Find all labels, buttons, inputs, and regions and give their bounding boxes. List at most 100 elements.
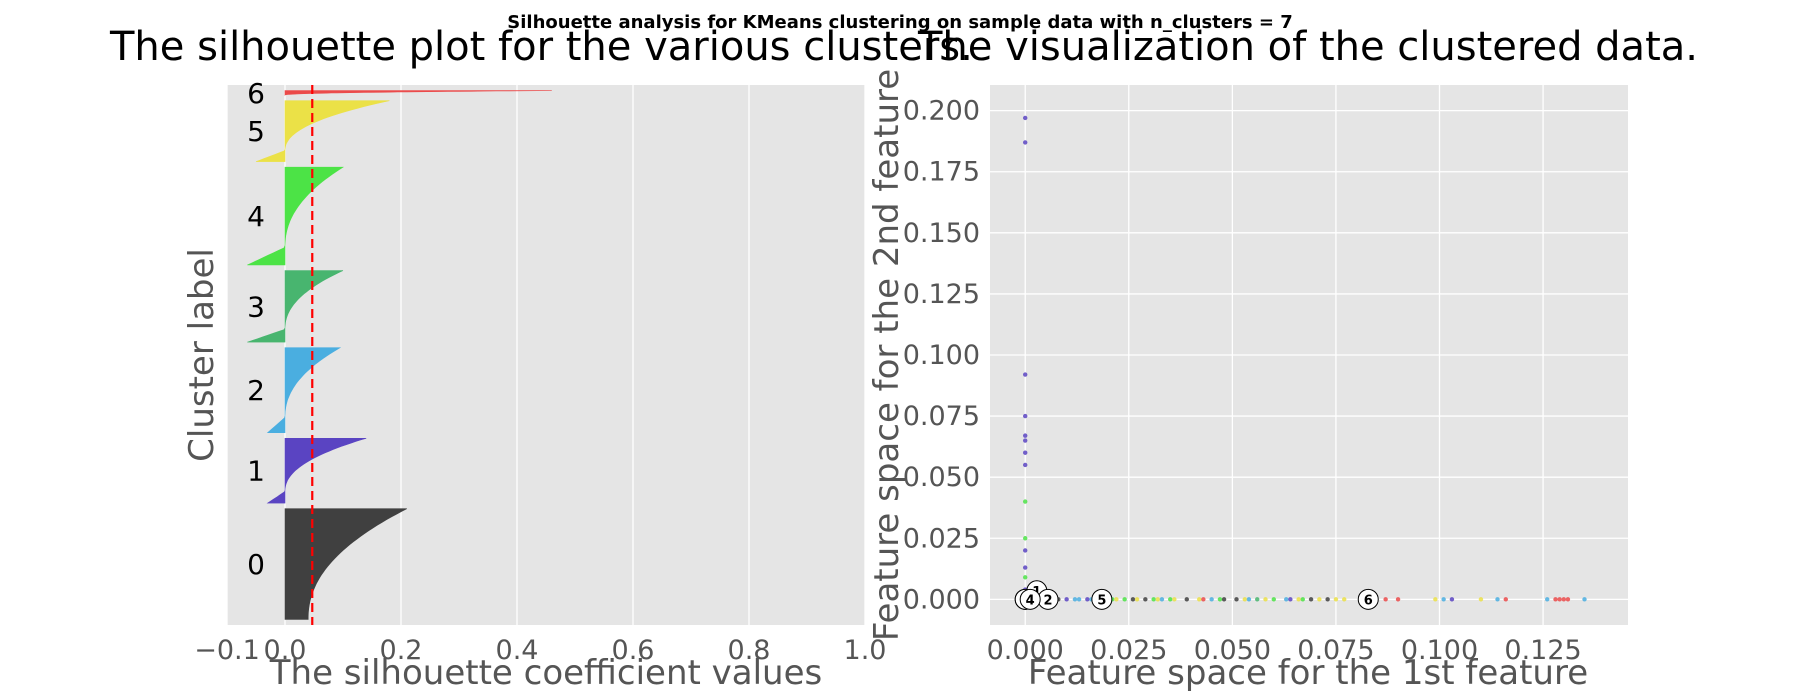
- scatter-point: [1130, 597, 1136, 602]
- scatter-point: [1023, 115, 1028, 121]
- scatter-point: [1184, 597, 1189, 602]
- scatter-point: [1023, 499, 1028, 504]
- scatter-x-tick-label: 0.100: [1401, 635, 1478, 666]
- scatter-point: [1234, 597, 1239, 602]
- scatter-y-axis-label: Feature space for the 2nd feature: [867, 69, 907, 641]
- scatter-point: [1023, 536, 1028, 541]
- silhouette-cluster-label: 2: [247, 374, 265, 407]
- scatter-point: [1441, 597, 1446, 602]
- scatter-point: [1553, 597, 1558, 602]
- scatter-point: [1064, 597, 1069, 602]
- scatter-y-tick-label: 0.100: [903, 340, 980, 371]
- scatter-point: [1433, 597, 1438, 602]
- silhouette-x-tick-label: 0.2: [380, 635, 423, 666]
- scatter-y-tick-label: 0.000: [903, 584, 980, 615]
- scatter-point: [1284, 597, 1289, 602]
- cluster-center-6: 6: [1357, 588, 1379, 610]
- cluster-center-label: 6: [1364, 593, 1373, 608]
- scatter-point: [1317, 597, 1322, 602]
- scatter-point: [1395, 597, 1401, 602]
- scatter-y-tick-label: 0.175: [903, 157, 980, 188]
- scatter-point: [1478, 597, 1484, 602]
- scatter-x-tick-label: 0.075: [1297, 635, 1374, 666]
- scatter-point: [1114, 597, 1119, 602]
- scatter-point: [1308, 597, 1314, 602]
- scatter-point: [1134, 597, 1140, 602]
- cluster-center-marker: [1091, 588, 1113, 610]
- silhouette-x-tick-label: 0.4: [496, 635, 539, 666]
- silhouette-cluster-5-area: [255, 100, 390, 162]
- scatter-x-tick-label: 0.125: [1504, 635, 1581, 666]
- scatter-point: [1545, 597, 1550, 602]
- silhouette-cluster-label: 1: [247, 455, 265, 488]
- scatter-points: [1023, 115, 1587, 602]
- scatter-point: [1263, 597, 1268, 602]
- cluster-center-4: 4: [1019, 588, 1041, 610]
- scatter-x-tick-label: 0.000: [987, 635, 1064, 666]
- scatter-point: [1023, 575, 1028, 580]
- scatter-point: [1023, 140, 1028, 145]
- silhouette-plot: 0 1 2 3 4 5 6 −0.1 0.0 0.2 0.4 0.6 0.8 1.0 The silho…: [109, 24, 973, 693]
- silhouette-x-tick-label: −0.1: [194, 635, 260, 666]
- scatter-point: [1255, 597, 1260, 602]
- cluster-center-label: 5: [1097, 593, 1106, 608]
- scatter-point: [1201, 597, 1206, 602]
- scatter-point: [1325, 597, 1330, 602]
- cluster-center-label: 4: [1026, 593, 1035, 608]
- scatter-point: [1197, 597, 1202, 602]
- scatter-point: [1085, 597, 1090, 602]
- scatter-point: [1168, 597, 1173, 602]
- scatter-point: [1565, 597, 1571, 602]
- scatter-plot-title: The visualization of the clustered data.: [917, 24, 1698, 70]
- silhouette-cluster-areas: [247, 90, 552, 620]
- cluster-center-2: 2: [1037, 588, 1059, 610]
- scatter-point: [1221, 597, 1227, 602]
- silhouette-x-tick-label: 0.0: [264, 635, 307, 666]
- scatter-point: [1023, 438, 1028, 443]
- scatter-point: [1300, 597, 1305, 602]
- silhouette-x-ticks: −0.1 0.0 0.2 0.4 0.6 0.8 1.0: [194, 635, 886, 666]
- scatter-point: [1209, 597, 1214, 602]
- scatter-point: [1495, 597, 1500, 602]
- scatter-point: [1023, 450, 1028, 455]
- scatter-point: [1023, 433, 1028, 438]
- silhouette-cluster-label: 6: [247, 77, 265, 110]
- silhouette-cluster-6-area: [284, 90, 552, 96]
- scatter-x-axis-label: Feature space for the 1st feature: [1028, 653, 1588, 693]
- scatter-y-tick-label: 0.050: [903, 462, 980, 493]
- silhouette-cluster-label: 5: [247, 115, 265, 148]
- silhouette-cluster-0-area: [284, 508, 407, 620]
- scatter-x-tick-label: 0.025: [1090, 635, 1167, 666]
- scatter-point: [1288, 597, 1293, 602]
- cluster-center-marker: [1357, 588, 1379, 610]
- cluster-center-5: 5: [1091, 588, 1113, 610]
- cluster-center-marker: [1019, 588, 1041, 610]
- scatter-point: [1333, 597, 1339, 602]
- cluster-center-label: 2: [1043, 593, 1052, 608]
- scatter-point: [1122, 597, 1127, 602]
- scatter-point: [1023, 413, 1028, 419]
- scatter-y-tick-label: 0.200: [903, 96, 980, 127]
- scatter-point: [1242, 597, 1247, 602]
- scatter-point: [1023, 372, 1028, 377]
- scatter-x-ticks: 0.000 0.025 0.050 0.075 0.100 0.125: [987, 635, 1582, 666]
- scatter-point: [1383, 597, 1388, 602]
- scatter-y-tick-label: 0.150: [903, 218, 980, 249]
- scatter-point: [1217, 597, 1223, 602]
- silhouette-cluster-labels: 0 1 2 3 4 5 6: [247, 77, 265, 581]
- scatter-point: [1172, 597, 1177, 602]
- silhouette-x-axis-label: The silhouette coefficient values: [269, 653, 822, 693]
- scatter-y-tick-label: 0.125: [903, 279, 980, 310]
- scatter-point: [1076, 597, 1082, 602]
- scatter-point: [1023, 462, 1028, 468]
- scatter-point: [1503, 597, 1508, 602]
- scatter-point: [1342, 597, 1347, 602]
- silhouette-x-tick-label: 0.8: [728, 635, 771, 666]
- scatter-point: [1557, 597, 1562, 602]
- scatter-point: [1582, 597, 1587, 602]
- silhouette-cluster-2-area: [266, 347, 342, 434]
- silhouette-cluster-3-area: [247, 270, 344, 343]
- scatter-point: [1023, 565, 1028, 570]
